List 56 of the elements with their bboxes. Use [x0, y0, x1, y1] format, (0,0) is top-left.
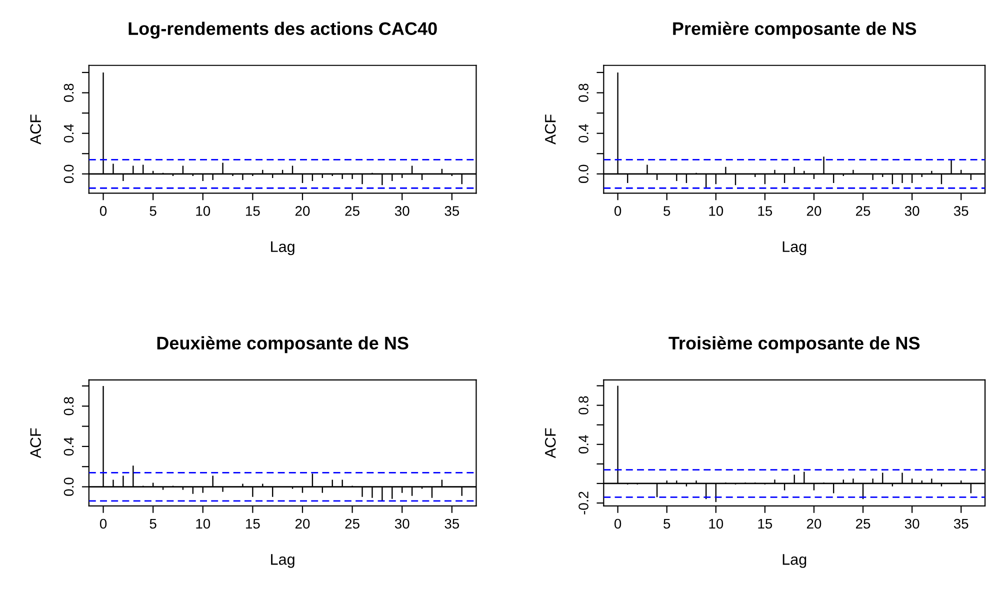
x-axis-title: Lag [782, 241, 806, 256]
x-tick-label: 10 [709, 206, 724, 216]
x-tick-label: 10 [196, 518, 210, 529]
x-tick-label: 25 [856, 206, 870, 216]
x-axis-title: Lag [271, 241, 294, 256]
y-tick-label: 0.4 [578, 435, 588, 454]
chart-title: Log-rendements des actions CAC40 [128, 22, 437, 39]
chart-title: Deuxième composante de NS [157, 336, 408, 354]
chart-title: Troisième composante de NS [668, 336, 920, 354]
x-tick-label: 35 [954, 206, 968, 216]
x-tick-label: 35 [444, 518, 460, 529]
y-tick-label: 0.4 [64, 437, 74, 456]
x-tick-label: 10 [709, 518, 724, 529]
y-tick-label: 0.0 [64, 478, 74, 496]
x-tick-label: 0 [100, 518, 107, 529]
y-tick-label: 0.8 [64, 84, 74, 102]
chart-title: Première composante de NS [673, 22, 916, 39]
y-tick-label: 0.8 [578, 84, 588, 102]
x-axis-title: Lag [782, 554, 806, 568]
y-tick-label: -0.2 [578, 492, 588, 514]
x-tick-label: 20 [295, 518, 310, 529]
y-tick-label: 0.4 [64, 124, 74, 142]
x-tick-label: 35 [954, 518, 968, 529]
x-tick-label: 20 [806, 518, 822, 529]
y-tick-label: 0.8 [64, 397, 74, 416]
x-tick-label: 0 [614, 206, 622, 216]
x-tick-label: 10 [196, 206, 210, 216]
x-tick-label: 0 [100, 206, 107, 216]
x-tick-label: 15 [246, 518, 260, 529]
x-tick-label: 30 [904, 518, 920, 529]
x-tick-label: 25 [345, 206, 360, 216]
x-tick-label: 5 [664, 206, 670, 216]
y-axis-title: ACF [544, 428, 556, 458]
x-tick-label: 5 [150, 206, 156, 216]
y-axis-title: ACF [544, 114, 556, 145]
x-tick-label: 20 [806, 206, 822, 216]
x-tick-label: 0 [614, 518, 622, 529]
x-tick-label: 20 [295, 206, 310, 216]
x-tick-label: 5 [664, 518, 670, 529]
x-tick-label: 30 [394, 206, 410, 216]
x-tick-label: 15 [246, 206, 260, 216]
x-tick-label: 25 [345, 518, 360, 529]
x-tick-label: 5 [150, 518, 156, 529]
x-tick-label: 15 [758, 206, 772, 216]
y-axis-title: ACF [30, 428, 42, 458]
y-tick-label: 0.0 [578, 164, 588, 184]
y-tick-label: 0.4 [578, 124, 588, 142]
y-tick-label: 0.8 [578, 396, 588, 414]
x-tick-label: 30 [394, 518, 410, 529]
x-tick-label: 35 [444, 206, 460, 216]
x-tick-label: 15 [758, 518, 772, 529]
x-tick-label: 30 [904, 206, 920, 216]
x-tick-label: 25 [856, 518, 870, 529]
y-tick-label: 0.0 [64, 164, 74, 184]
x-axis-title: Lag [271, 554, 294, 568]
y-axis-title: ACF [30, 114, 42, 145]
